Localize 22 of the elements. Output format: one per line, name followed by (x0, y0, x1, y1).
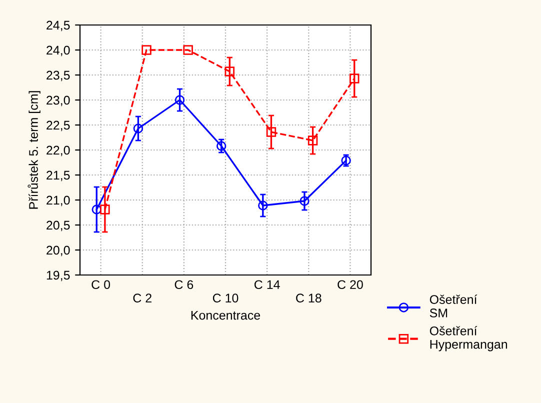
y-tick-label: 21,5 (46, 170, 70, 182)
y-axis-title: Přírůstek 5. term [cm] (28, 91, 40, 209)
x-tick-label: C 20 (338, 280, 363, 290)
legend-label: Ošetření Hypermangan (430, 326, 508, 352)
y-tick-label: 24,0 (46, 46, 70, 56)
y-tick-label: 23,5 (46, 70, 70, 82)
y-tick-label: 22,5 (46, 120, 70, 132)
y-tick-label: 23,0 (46, 96, 70, 106)
y-tick-label: 24,5 (46, 20, 70, 32)
x-tick-label: C 10 (212, 294, 238, 303)
x-tick-label: C 2 (133, 294, 152, 303)
y-tick-label: 20,5 (46, 220, 70, 232)
y-tick-label: 20,0 (46, 246, 70, 256)
x-axis-title: Koncentrace (191, 310, 260, 320)
x-tick-label: C 6 (174, 280, 194, 290)
x-tick-label: C 0 (92, 280, 110, 290)
x-tick-label: C 14 (254, 280, 280, 290)
y-tick-label: 22,0 (46, 146, 70, 156)
legend-label: Ošetření SM (430, 294, 478, 318)
y-tick-label: 21,0 (46, 196, 70, 206)
x-tick-label: C 18 (296, 294, 322, 303)
y-tick-label: 19,5 (46, 270, 70, 282)
